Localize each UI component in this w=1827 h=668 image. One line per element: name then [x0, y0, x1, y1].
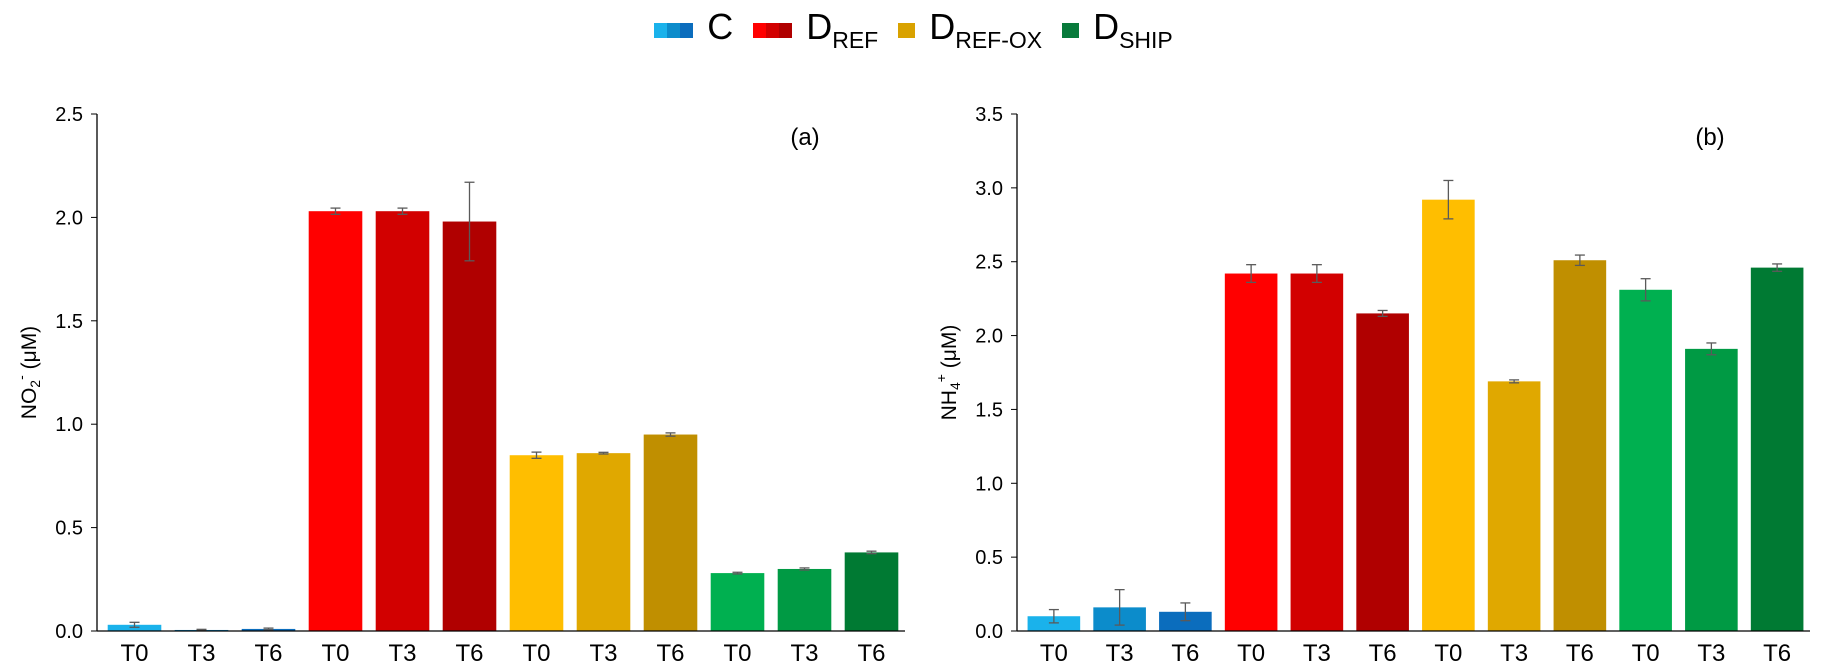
legend-swatch-dref-ox-icon	[898, 22, 916, 38]
y-tick-label: 1.0	[55, 414, 83, 436]
bar	[1619, 289, 1672, 631]
legend-item-c: C	[654, 6, 733, 54]
x-tick-label: T0	[1434, 640, 1462, 667]
bar	[375, 211, 430, 632]
legend-item-dref-ox: DREF-OX	[898, 6, 1042, 54]
panel-label: (a)	[790, 124, 819, 151]
bar	[777, 568, 832, 631]
x-tick-label: T0	[1632, 640, 1660, 667]
bar	[1290, 273, 1344, 631]
x-tick-label: T6	[455, 640, 483, 667]
y-tick-label: 0.0	[55, 621, 83, 643]
bar	[1224, 273, 1278, 631]
y-tick-label: 3.5	[975, 104, 1003, 126]
bar	[1553, 260, 1607, 631]
x-tick-label: T6	[656, 640, 684, 667]
legend-swatch-c-icon	[654, 22, 694, 38]
x-tick-label: T3	[1500, 640, 1528, 667]
x-tick-label: T3	[1106, 640, 1134, 667]
x-tick-label: T3	[1303, 640, 1331, 667]
x-tick-label: T3	[589, 640, 617, 667]
bar	[1487, 381, 1541, 631]
x-tick-label: T6	[1369, 640, 1397, 667]
x-tick-label: T6	[1171, 640, 1199, 667]
bar	[576, 453, 631, 631]
y-tick-label: 3.0	[975, 178, 1003, 200]
y-tick-label: 0.5	[55, 518, 83, 540]
x-tick-label: T0	[1040, 640, 1068, 667]
chart-panel-b: 0.0 0.5 1.0 1.5 2.0 2.5 3.0 3.5 T0 T3 T6 T0 T3 T6 T0 T3…	[933, 104, 1810, 667]
bar	[643, 434, 698, 631]
x-tick-label: T6	[857, 640, 885, 667]
bar	[1356, 313, 1409, 631]
x-tick-label: T6	[254, 640, 282, 667]
y-tick-label: 0.5	[975, 547, 1003, 569]
bar	[509, 455, 564, 631]
y-tick-label: 2.5	[55, 104, 83, 126]
panel-label: (b)	[1695, 124, 1724, 151]
x-tick-label: T3	[1697, 640, 1725, 667]
y-tick-label: 2.0	[55, 207, 83, 229]
bar	[844, 552, 899, 631]
y-tick-label: 2.5	[975, 252, 1003, 274]
x-tick-label: T0	[723, 640, 751, 667]
x-tick-label: T0	[321, 640, 349, 667]
x-tick-label: T3	[388, 640, 416, 667]
x-tick-label: T6	[1763, 640, 1791, 667]
legend-swatch-dref-icon	[753, 22, 793, 38]
y-tick-label: 1.0	[975, 473, 1003, 495]
bar	[1027, 616, 1081, 631]
legend-label-dref-ox: DREF-OX	[929, 6, 1043, 53]
bar	[1750, 267, 1804, 631]
bar	[442, 221, 497, 631]
y-tick-label: 1.5	[55, 311, 83, 333]
x-tick-label: T0	[1237, 640, 1265, 667]
y-tick-label: 0.0	[975, 621, 1003, 643]
bar	[1159, 611, 1212, 631]
legend-item-dref: DREF	[753, 6, 878, 54]
y-axis-label: NO2- (μM)	[13, 326, 43, 419]
legend-label-dref: DREF	[806, 6, 879, 53]
legend-swatch-dship-icon	[1062, 22, 1080, 38]
x-tick-label: T3	[187, 640, 215, 667]
bar	[1685, 348, 1738, 631]
legend-label-dship: DSHIP	[1093, 6, 1173, 53]
legend: C DREF DREF-OX DSHIP	[0, 6, 1827, 54]
legend-label-c: C	[707, 6, 734, 47]
bar	[1422, 199, 1475, 631]
y-axis-label: NH4+ (μM)	[933, 325, 963, 421]
bar	[710, 573, 765, 631]
x-tick-label: T6	[1566, 640, 1594, 667]
y-tick-label: 2.0	[975, 326, 1003, 348]
legend-item-dship: DSHIP	[1062, 6, 1173, 54]
y-tick-label: 1.5	[975, 399, 1003, 421]
x-tick-label: T0	[120, 640, 148, 667]
x-tick-label: T0	[522, 640, 550, 667]
chart-panel-a: 0.0 0.5 1.0 1.5 2.0 2.5 T0 T3 T6 T0 T3 T6 T0 T3 T6 T0 T3…	[13, 104, 905, 667]
bar	[308, 211, 363, 632]
x-tick-label: T3	[790, 640, 818, 667]
